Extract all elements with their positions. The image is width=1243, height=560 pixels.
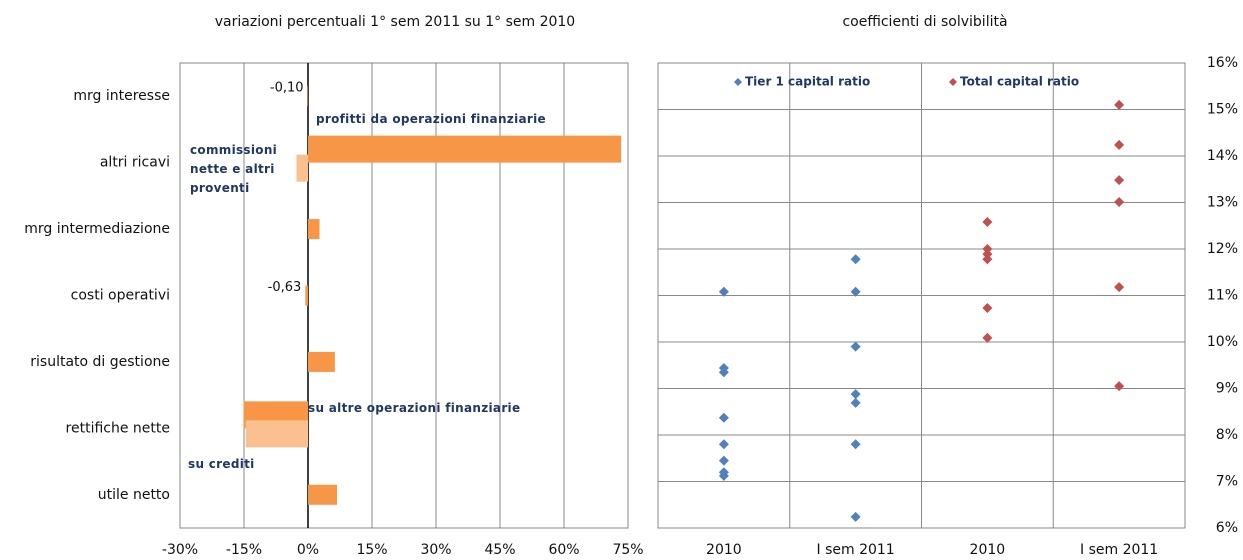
y-tick-label: 12% (1207, 241, 1238, 257)
point (850, 397, 861, 408)
legend-label: Total capital ratio (960, 75, 1079, 89)
y-tick-label: mrg intermediazione (24, 221, 170, 237)
y-tick-label: 7% (1216, 474, 1238, 490)
bar (308, 219, 320, 240)
bar (296, 154, 308, 182)
y-tick-label: 6% (1216, 520, 1238, 536)
point (718, 455, 729, 466)
chart-title: coefficienti di solvibilità (842, 14, 1007, 30)
y-tick-label: 9% (1216, 381, 1238, 397)
point (718, 439, 729, 450)
y-tick-label: altri ricavi (100, 155, 170, 171)
x-tick-label: 0% (297, 542, 319, 558)
point (850, 511, 861, 522)
point (850, 254, 861, 265)
annotation: su crediti (188, 457, 255, 471)
x-tick-label: 15% (356, 542, 387, 558)
point (1114, 197, 1125, 208)
point (982, 244, 993, 254)
value-label: -0,10 (270, 81, 304, 96)
x-tick-label: -30% (162, 542, 198, 558)
point (982, 249, 993, 260)
y-tick-label: 15% (1207, 102, 1238, 118)
value-label: -0,63 (268, 280, 302, 295)
point (1114, 175, 1125, 186)
legend-marker (734, 78, 742, 86)
point (1114, 282, 1125, 293)
point (718, 412, 729, 423)
x-tick-label: -15% (226, 542, 262, 558)
y-tick-label: rettifiche nette (66, 420, 170, 436)
point (850, 286, 861, 297)
x-tick-label: 2010 (706, 542, 742, 558)
y-tick-label: 16% (1207, 55, 1238, 71)
x-tick-label: I sem 2011 (1080, 542, 1158, 558)
y-tick-label: 10% (1207, 334, 1238, 350)
y-tick-label: costi operativi (71, 288, 170, 304)
y-tick-label: 13% (1207, 195, 1238, 211)
y-tick-label: mrg interesse (73, 88, 170, 104)
point (1114, 381, 1125, 392)
legend-marker (949, 78, 957, 86)
annotation: su altre operazioni finanziarie (308, 401, 521, 415)
x-tick-label: 75% (612, 542, 643, 558)
point (982, 217, 993, 228)
x-tick-label: 30% (420, 542, 451, 558)
bar (245, 420, 308, 448)
x-tick-label: 45% (484, 542, 515, 558)
annotation: profitti da operazioni finanziarie (316, 112, 546, 126)
chart-title: variazioni percentuali 1° sem 2011 su 1°… (215, 14, 575, 30)
plot-frame (179, 62, 629, 529)
y-tick-label: 14% (1207, 148, 1238, 164)
y-tick-label: utile netto (98, 487, 170, 503)
y-tick-label: 8% (1216, 427, 1238, 443)
point (718, 367, 729, 378)
bar (308, 351, 335, 372)
y-tick-label: 11% (1207, 288, 1238, 304)
legend-label: Tier 1 capital ratio (745, 75, 870, 89)
point (982, 303, 993, 314)
bar (305, 285, 308, 306)
point (1114, 99, 1125, 110)
x-tick-label: I sem 2011 (817, 542, 895, 558)
bar (308, 484, 338, 505)
point (982, 254, 993, 265)
point (850, 341, 861, 352)
point (1114, 139, 1125, 150)
point (982, 332, 993, 343)
bar (308, 135, 622, 163)
point (850, 389, 861, 400)
annotation: commissioni nette e altri proventi (190, 143, 278, 195)
point (718, 470, 729, 481)
point (718, 286, 729, 297)
x-tick-label: 60% (548, 542, 579, 558)
point (850, 439, 861, 450)
x-tick-label: 2010 (970, 542, 1006, 558)
y-tick-label: risultato di gestione (30, 354, 170, 370)
